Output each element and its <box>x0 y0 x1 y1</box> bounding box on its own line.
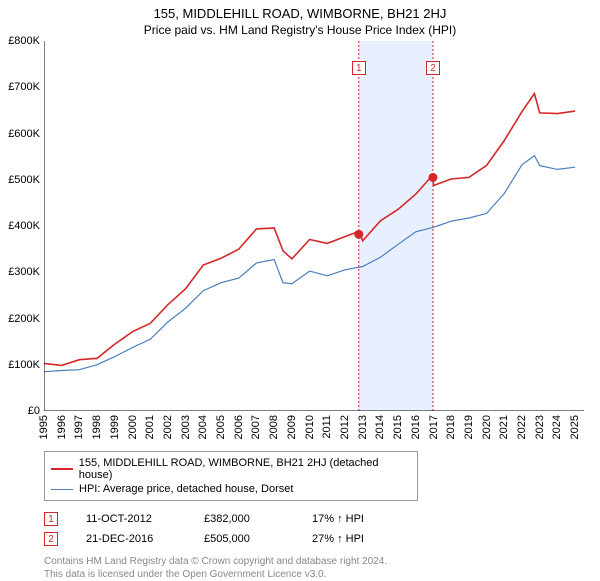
legend: 155, MIDDLEHILL ROAD, WIMBORNE, BH21 2HJ… <box>44 451 418 501</box>
y-tick-label: £500K <box>8 174 40 186</box>
y-tick-label: £700K <box>8 81 40 93</box>
y-tick-label: £200K <box>8 313 40 325</box>
sale-marker: 1 <box>44 512 58 526</box>
footer-line: Contains HM Land Registry data © Crown c… <box>44 555 600 568</box>
x-tick-label: 1998 <box>91 415 103 439</box>
y-tick-label: £300K <box>8 266 40 278</box>
x-tick-label: 2021 <box>498 415 510 439</box>
sale-price: £382,000 <box>204 513 284 525</box>
footer-line: This data is licensed under the Open Gov… <box>44 568 600 581</box>
chart-sale-marker: 2 <box>426 61 440 75</box>
x-tick-label: 2024 <box>551 415 563 439</box>
x-tick-label: 2004 <box>197 415 209 439</box>
x-tick-label: 2005 <box>215 415 227 439</box>
sale-vs-hpi: 17% ↑ HPI <box>312 513 364 525</box>
sale-row: 1 11-OCT-2012 £382,000 17% ↑ HPI <box>44 509 600 529</box>
chart-sale-marker: 1 <box>352 61 366 75</box>
x-tick-label: 2002 <box>162 415 174 439</box>
x-tick-label: 2006 <box>233 415 245 439</box>
x-tick-label: 2020 <box>481 415 493 439</box>
sale-vs-hpi: 27% ↑ HPI <box>312 533 364 545</box>
y-tick-label: £400K <box>8 220 40 232</box>
page-title: 155, MIDDLEHILL ROAD, WIMBORNE, BH21 2HJ <box>0 0 600 21</box>
x-tick-label: 2003 <box>180 415 192 439</box>
legend-label: 155, MIDDLEHILL ROAD, WIMBORNE, BH21 2HJ… <box>79 457 411 481</box>
chart-area: £0£100K£200K£300K£400K£500K£600K£700K£80… <box>44 41 584 411</box>
page-subtitle: Price paid vs. HM Land Registry's House … <box>0 21 600 41</box>
legend-item: 155, MIDDLEHILL ROAD, WIMBORNE, BH21 2HJ… <box>51 456 411 482</box>
x-tick-label: 2015 <box>392 415 404 439</box>
sale-marker: 2 <box>44 532 58 546</box>
sale-row: 2 21-DEC-2016 £505,000 27% ↑ HPI <box>44 529 600 549</box>
x-tick-label: 2013 <box>357 415 369 439</box>
y-tick-label: £100K <box>8 359 40 371</box>
x-tick-label: 2008 <box>268 415 280 439</box>
x-tick-label: 2025 <box>569 415 581 439</box>
x-tick-label: 2007 <box>250 415 262 439</box>
sales-table: 1 11-OCT-2012 £382,000 17% ↑ HPI 2 21-DEC-201… <box>44 509 600 549</box>
x-tick-label: 2009 <box>286 415 298 439</box>
y-tick-label: £800K <box>8 35 40 47</box>
x-tick-label: 2016 <box>410 415 422 439</box>
sale-date: 21-DEC-2016 <box>86 533 176 545</box>
legend-swatch <box>51 468 73 470</box>
x-tick-label: 1999 <box>109 415 121 439</box>
price-chart <box>44 41 584 411</box>
legend-label: HPI: Average price, detached house, Dors… <box>79 483 293 495</box>
x-tick-label: 2023 <box>534 415 546 439</box>
x-tick-label: 2018 <box>445 415 457 439</box>
x-tick-label: 2017 <box>428 415 440 439</box>
sale-price: £505,000 <box>204 533 284 545</box>
x-tick-label: 2012 <box>339 415 351 439</box>
x-tick-label: 2011 <box>321 415 333 439</box>
x-tick-label: 2019 <box>463 415 475 439</box>
x-tick-label: 1997 <box>73 415 85 439</box>
x-tick-label: 1995 <box>38 415 50 439</box>
sale-date: 11-OCT-2012 <box>86 513 176 525</box>
x-tick-label: 2000 <box>127 415 139 439</box>
x-tick-label: 2014 <box>374 415 386 439</box>
x-tick-label: 2022 <box>516 415 528 439</box>
footer-attribution: Contains HM Land Registry data © Crown c… <box>44 555 600 581</box>
y-tick-label: £600K <box>8 128 40 140</box>
x-tick-label: 2010 <box>304 415 316 439</box>
legend-swatch <box>51 489 73 490</box>
x-tick-label: 1996 <box>56 415 68 439</box>
x-tick-label: 2001 <box>144 415 156 439</box>
legend-item: HPI: Average price, detached house, Dors… <box>51 482 411 496</box>
